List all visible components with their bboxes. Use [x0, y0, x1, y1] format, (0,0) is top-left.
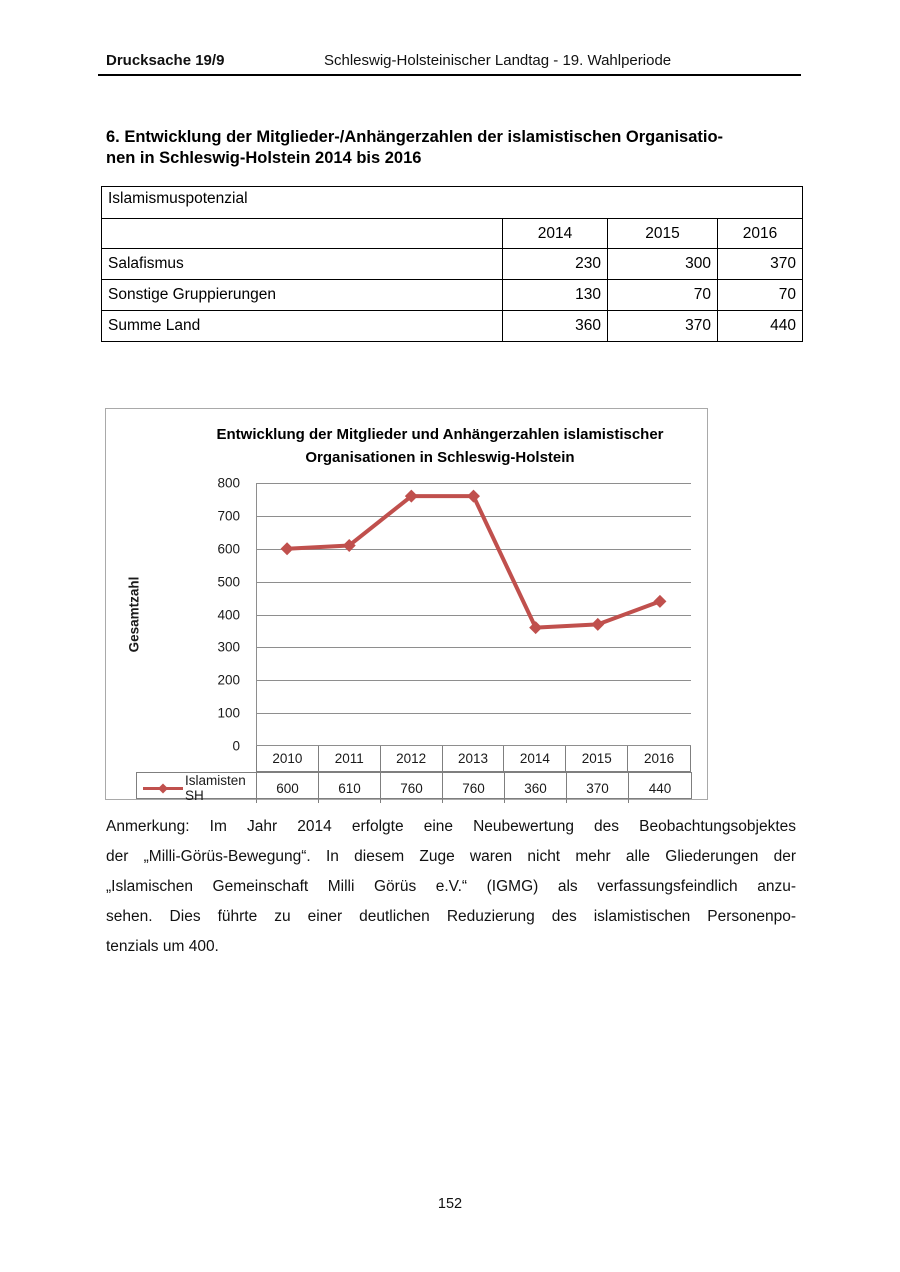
x-category: 2016: [644, 751, 675, 766]
series-value: 360: [505, 773, 567, 803]
table-empty-cell: [101, 218, 503, 249]
series-value: 610: [319, 773, 381, 803]
row-label: Summe Land: [101, 310, 503, 342]
x-category: 2014: [504, 746, 567, 771]
x-axis-categories: 2010 2011 2012 2013 2014 2015 2016: [256, 746, 691, 772]
table-row: Sonstige Gruppierungen 130 70 70: [101, 279, 803, 311]
doc-reference: Drucksache 19/9: [106, 52, 225, 69]
x-category: 2013: [443, 746, 505, 771]
chart-data-table: Islamisten SH 600 610 760 760 360 370 44…: [136, 772, 692, 803]
table-col-header: 2014: [502, 218, 608, 249]
y-tick: 0: [232, 738, 240, 754]
series-value: 760: [443, 773, 505, 803]
table-col-header: 2015: [607, 218, 718, 249]
page-number: 152: [437, 1196, 463, 1212]
plot-area: [256, 483, 691, 746]
chart-title-line-1: Entwicklung der Mitglieder und Anhängerz…: [216, 426, 664, 443]
y-tick: 700: [217, 508, 240, 524]
y-tick: 200: [217, 672, 240, 688]
islamismuspotenzial-table: Islamismuspotenzial 2014 2015 2016 Salaf…: [101, 186, 803, 342]
note-paragraph: Anmerkung: Im Jahr 2014 erfolgte eine Ne…: [106, 812, 796, 962]
row-value: 130: [502, 279, 608, 311]
x-category: 2015: [566, 746, 629, 771]
row-value: 360: [502, 310, 608, 342]
y-tick: 500: [217, 574, 240, 590]
x-category: 2011: [319, 746, 381, 771]
note-line: „Islamischen Gemeinschaft Milli Görüs e.…: [106, 878, 796, 895]
header-rule: [98, 74, 801, 76]
y-tick: 300: [217, 639, 240, 655]
legend-series-name: Islamisten SH: [185, 773, 246, 803]
row-value: 370: [717, 248, 803, 280]
table-caption: Islamismuspotenzial: [101, 186, 803, 219]
series-value: 760: [381, 773, 443, 803]
table-col-header: 2016: [717, 218, 803, 249]
row-value: 440: [717, 310, 803, 342]
y-tick: 400: [217, 607, 240, 622]
legend-entry: Islamisten SH: [137, 773, 257, 803]
row-value: 70: [717, 279, 803, 311]
section-heading: 6. Entwicklung der Mitglieder-/Anhängerz…: [106, 127, 806, 169]
line-chart: Entwicklung der Mitglieder und Anhängerz…: [105, 408, 708, 803]
doc-title: Schleswig-Holsteinischer Landtag - 19. W…: [324, 52, 672, 69]
series-value: 370: [567, 773, 629, 803]
row-label: Salafismus: [101, 248, 503, 280]
y-tick: 600: [217, 541, 240, 557]
section-heading-line-1: 6. Entwicklung der Mitglieder-/Anhängerz…: [106, 128, 724, 146]
y-axis-ticks: 800 700 600 500 400 300 200 100 0: [106, 476, 248, 754]
legend-line-diamond-icon: [143, 783, 183, 793]
chart-title-line-2: Organisationen in Schleswig-Holstein: [305, 449, 575, 466]
row-value: 370: [607, 310, 718, 342]
row-value: 230: [502, 248, 608, 280]
note-line: der „Milli-Görüs-Bewegung“. In diesem Zu…: [106, 848, 796, 865]
note-line: sehen. Dies führte zu einer deutlichen R…: [106, 908, 796, 925]
y-tick: 100: [217, 705, 240, 721]
chart-title: Entwicklung der Mitglieder und Anhängerz…: [166, 423, 714, 469]
y-tick: 800: [217, 475, 240, 491]
x-category: 2012: [381, 746, 443, 771]
series-value: 600: [257, 773, 319, 803]
series-value: 440: [648, 780, 672, 796]
row-value: 300: [607, 248, 718, 280]
section-heading-line-2: nen in Schleswig-Holstein 2014 bis 2016: [106, 149, 422, 167]
note-line: Anmerkung: Im Jahr 2014 erfolgte eine Ne…: [106, 818, 796, 835]
x-category: 2010: [257, 746, 319, 771]
note-line: tenzials um 400.: [106, 938, 219, 955]
table-row: Summe Land 360 370 440: [101, 310, 803, 342]
table-row: Salafismus 230 300 370: [101, 248, 803, 280]
row-value: 70: [607, 279, 718, 311]
row-label: Sonstige Gruppierungen: [101, 279, 503, 311]
